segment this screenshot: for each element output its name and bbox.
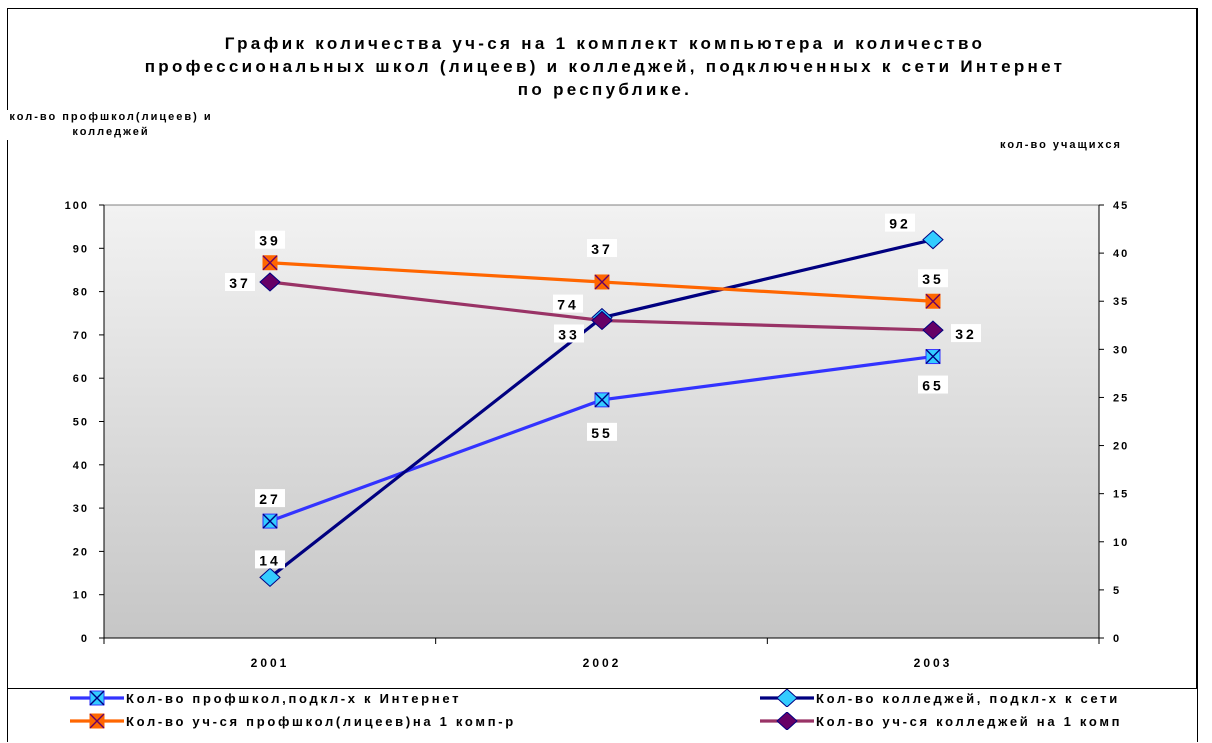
data-point-cross bbox=[925, 293, 941, 309]
y-left-tick-label: 70 bbox=[73, 330, 89, 342]
y-right-tick-label: 45 bbox=[1113, 200, 1129, 212]
data-label-bg bbox=[225, 272, 255, 291]
data-label: 35 bbox=[922, 271, 944, 287]
y-left-tick-label: 60 bbox=[73, 373, 89, 385]
data-point-marker bbox=[922, 229, 944, 250]
data-label: 32 bbox=[955, 326, 977, 342]
y-left-tick-label: 10 bbox=[73, 590, 89, 602]
data-label-bg bbox=[918, 375, 948, 394]
y-left-tick-label: 40 bbox=[73, 460, 89, 472]
data-point-cross bbox=[89, 690, 105, 706]
data-point-marker bbox=[776, 689, 798, 707]
legend-symbol bbox=[70, 690, 124, 706]
y-right-tick-label: 40 bbox=[1113, 248, 1129, 260]
data-point-marker bbox=[259, 567, 281, 588]
legend-item: Кол-во уч-ся профшкол(лицеев)на 1 комп-р bbox=[68, 712, 516, 730]
data-label-bg bbox=[885, 213, 915, 232]
y-left-tick-label: 50 bbox=[73, 417, 89, 429]
x-tick-label: 2003 bbox=[914, 656, 953, 670]
y-left-tick-label: 90 bbox=[73, 243, 89, 255]
y-right-tick-label: 30 bbox=[1113, 344, 1129, 356]
data-point-cross bbox=[594, 392, 610, 408]
data-point-cross bbox=[262, 513, 278, 529]
y-right-tick-label: 0 bbox=[1113, 633, 1121, 645]
data-label: 74 bbox=[557, 297, 579, 313]
series-3: 39 37 35 bbox=[255, 230, 948, 309]
y-right-tick-label: 5 bbox=[1113, 585, 1121, 597]
data-label: 37 bbox=[229, 275, 251, 291]
y-left-tick-label: 0 bbox=[81, 633, 89, 645]
data-label: 39 bbox=[259, 233, 281, 249]
series-4: 37 33 32 bbox=[225, 272, 981, 343]
axes: 0 10 20 30 40 50 60 70 80 90 100 0 5 10 15 20 25 30 35 40 45… bbox=[65, 200, 1129, 670]
data-label-bg bbox=[587, 238, 617, 257]
y-right-tick-label: 35 bbox=[1113, 296, 1129, 308]
data-point-cross bbox=[925, 349, 941, 365]
y-right-tick-label: 10 bbox=[1113, 537, 1129, 549]
data-label-bg bbox=[587, 422, 617, 441]
y-left-tick-label: 20 bbox=[73, 546, 89, 558]
y-left-axis-label: кол-во профшкол(лицеев) и колледжей bbox=[0, 110, 222, 140]
y-right-axis-label: кол-во учащихся bbox=[1000, 138, 1185, 153]
y-right-tick-label: 15 bbox=[1113, 489, 1129, 501]
y-left-tick-label: 100 bbox=[65, 200, 89, 212]
data-label-bg bbox=[255, 230, 285, 249]
data-label: 55 bbox=[591, 425, 613, 441]
legend: Кол-во профшкол,подкл-х к Интернет Кол-во… bbox=[8, 688, 1197, 743]
data-label: 65 bbox=[922, 378, 944, 394]
data-point-marker bbox=[776, 712, 798, 730]
y-right-tick-label: 25 bbox=[1113, 392, 1129, 404]
data-label: 37 bbox=[591, 241, 613, 257]
y-right-tick-label: 20 bbox=[1113, 441, 1129, 453]
x-tick-label: 2001 bbox=[251, 656, 290, 670]
data-point-cross bbox=[594, 274, 610, 290]
legend-symbol bbox=[70, 713, 124, 729]
data-label: 27 bbox=[259, 491, 281, 507]
data-point-cross bbox=[89, 713, 105, 729]
legend-item: Кол-во уч-ся колледжей на 1 комп bbox=[758, 712, 1122, 730]
data-point-marker bbox=[591, 310, 613, 331]
plot-area bbox=[103, 204, 1100, 639]
data-label: 92 bbox=[889, 216, 911, 232]
legend-item: Кол-во профшкол,подкл-х к Интернет bbox=[68, 689, 461, 707]
data-point-marker bbox=[259, 272, 281, 292]
legend-label: Кол-во уч-ся профшкол(лицеев)на 1 комп-р bbox=[126, 713, 516, 729]
legend-label: Кол-во колледжей, подкл-х к сети bbox=[816, 690, 1120, 706]
data-label-bg bbox=[554, 324, 584, 343]
data-label-bg bbox=[918, 269, 948, 288]
series-1: 27 55 65 bbox=[255, 349, 948, 529]
legend-symbol bbox=[760, 712, 814, 730]
data-point-marker bbox=[922, 320, 944, 340]
data-label-bg bbox=[951, 324, 981, 343]
data-label-bg bbox=[255, 550, 285, 569]
chart-title: График количества уч-ся на 1 комплект ко… bbox=[140, 32, 1070, 101]
data-label-bg bbox=[553, 294, 583, 313]
data-point-cross bbox=[262, 255, 278, 271]
legend-label: Кол-во профшкол,подкл-х к Интернет bbox=[126, 690, 462, 706]
y-left-tick-label: 80 bbox=[73, 287, 89, 299]
legend-symbol bbox=[760, 689, 814, 707]
x-tick-label: 2002 bbox=[583, 656, 622, 670]
chart-svg: 0 10 20 30 40 50 60 70 80 90 100 0 5 10 15 20 25 30 35 40 45… bbox=[65, 200, 1129, 670]
y-left-tick-label: 30 bbox=[73, 503, 89, 515]
series-layer: 27 55 65 14 74 92 39 37 35 37 33 32 bbox=[225, 213, 981, 588]
data-label: 33 bbox=[558, 326, 580, 342]
legend-label: Кол-во уч-ся колледжей на 1 комп bbox=[816, 713, 1123, 729]
data-label: 14 bbox=[259, 552, 281, 568]
data-label-bg bbox=[255, 489, 285, 508]
legend-item: Кол-во колледжей, подкл-х к сети bbox=[758, 689, 1120, 707]
